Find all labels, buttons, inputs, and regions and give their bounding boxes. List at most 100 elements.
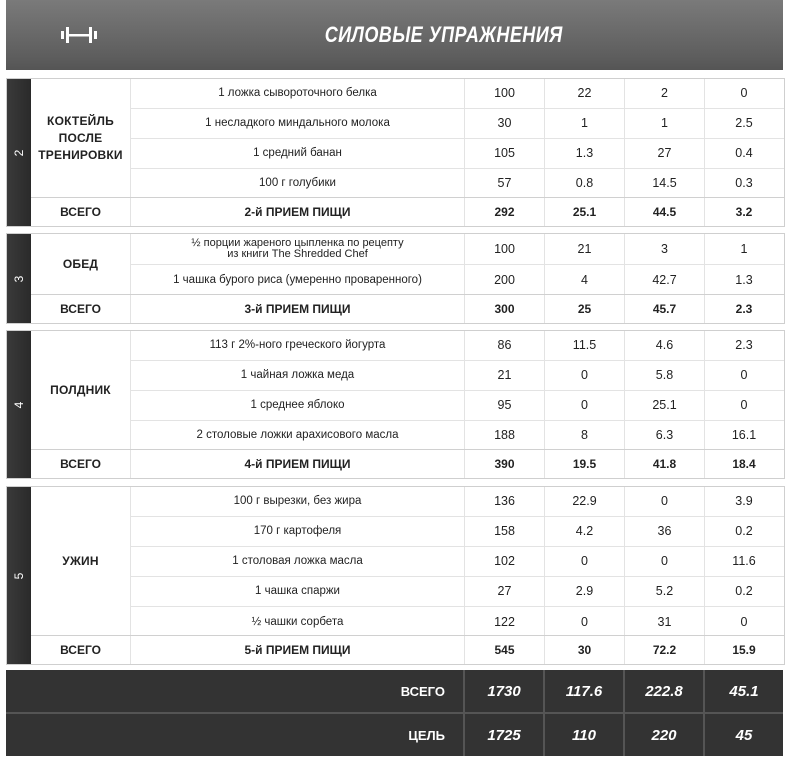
summary-value: 117.6: [543, 670, 623, 712]
value-cell: 188: [464, 421, 544, 450]
summary-value: 45: [703, 714, 783, 756]
meal-number-band: 4: [7, 331, 31, 478]
summary-goal-label: ЦЕЛЬ: [408, 727, 445, 743]
value-cell: 5.2: [624, 577, 704, 606]
value-cell: 22.9: [544, 487, 624, 516]
value-cell: 2.3: [704, 331, 783, 360]
value-cell: 57: [464, 169, 544, 198]
meal-number-band: 3: [7, 234, 31, 323]
value-cell: 21: [464, 361, 544, 390]
value-cell: 3.9: [704, 487, 783, 516]
dumbbell-icon: [61, 27, 97, 43]
table-row: 1 несладкого миндального молока 30 1 1 2…: [130, 109, 784, 139]
table-row: 1 чашка спаржи 27 2.9 5.2 0.2: [130, 577, 784, 607]
value-cell: 0: [544, 547, 624, 576]
value-cell: 0.2: [704, 577, 783, 606]
value-cell: 0: [624, 547, 704, 576]
value-cell: 16.1: [704, 421, 783, 450]
value-cell: 0.2: [704, 517, 783, 546]
value-cell: 86: [464, 331, 544, 360]
summary-value: 1725: [463, 714, 543, 756]
meal-items: 100 г вырезки, без жира 136 22.9 0 3.9 1…: [130, 487, 784, 637]
summary-total-row: ВСЕГО 1730 117.6 222.8 45.1: [6, 670, 783, 714]
summary-value: 222.8: [623, 670, 703, 712]
total-value: 390: [464, 450, 544, 478]
summary-goal-row: ЦЕЛЬ 1725 110 220 45: [6, 714, 783, 756]
table-row: 1 среднее яблоко 95 0 25.1 0: [130, 391, 784, 421]
value-cell: 0: [544, 607, 624, 637]
total-value: 41.8: [624, 450, 704, 478]
summary-value: 45.1: [703, 670, 783, 712]
food-cell: 1 средний банан: [130, 139, 464, 168]
food-cell: ½ порции жареного цыпленка по рецепту из…: [130, 234, 464, 264]
meal-block-5: 5 УЖИН 100 г вырезки, без жира 136 22.9 …: [6, 486, 785, 665]
meal-label: 4-й ПРИЕМ ПИЩИ: [130, 450, 464, 478]
value-cell: 0.4: [704, 139, 783, 168]
total-value: 300: [464, 295, 544, 323]
value-cell: 2.5: [704, 109, 783, 138]
total-value: 45.7: [624, 295, 704, 323]
meal-label: 5-й ПРИЕМ ПИЩИ: [130, 636, 464, 664]
meal-number: 3: [12, 275, 26, 282]
value-cell: 1.3: [544, 139, 624, 168]
food-cell: 170 г картофеля: [130, 517, 464, 546]
meal-items: ½ порции жареного цыпленка по рецепту из…: [130, 234, 784, 295]
value-cell: 21: [544, 234, 624, 264]
value-cell: 0.8: [544, 169, 624, 198]
value-cell: 0: [704, 361, 783, 390]
table-row: 170 г картофеля 158 4.2 36 0.2: [130, 517, 784, 547]
value-cell: 100: [464, 79, 544, 108]
meal-block-2: 2 КОКТЕЙЛЬ ПОСЛЕ ТРЕНИРОВКИ 1 ложка сыво…: [6, 78, 785, 227]
total-label: ВСЕГО: [60, 302, 101, 316]
total-value: 18.4: [704, 450, 783, 478]
table-row: 100 г вырезки, без жира 136 22.9 0 3.9: [130, 487, 784, 517]
table-row: 1 чайная ложка меда 21 0 5.8 0: [130, 361, 784, 391]
meal-number: 2: [12, 149, 26, 156]
value-cell: 1.3: [704, 265, 783, 295]
meal-number: 5: [12, 572, 26, 579]
table-row: 100 г голубики 57 0.8 14.5 0.3: [130, 169, 784, 198]
table-row: 113 г 2%-ного греческого йогурта 86 11.5…: [130, 331, 784, 361]
value-cell: 102: [464, 547, 544, 576]
total-value: 72.2: [624, 636, 704, 664]
meal-block-4: 4 ПОЛДНИК 113 г 2%-ного греческого йогур…: [6, 330, 785, 479]
value-cell: 0: [624, 487, 704, 516]
meal-label: 2-й ПРИЕМ ПИЩИ: [130, 198, 464, 226]
value-cell: 1: [704, 234, 783, 264]
meal-number-band: 5: [7, 487, 31, 664]
food-cell: ½ чашки сорбета: [130, 607, 464, 637]
food-cell: 2 столовые ложки арахисового масла: [130, 421, 464, 450]
food-cell: 1 чайная ложка меда: [130, 361, 464, 390]
value-cell: 22: [544, 79, 624, 108]
value-cell: 30: [464, 109, 544, 138]
food-cell: 1 чашка бурого риса (умеренно проваренно…: [130, 265, 464, 295]
table-row: 1 столовая ложка масла 102 0 0 11.6: [130, 547, 784, 577]
page-title: СИЛОВЫЕ УПРАЖНЕНИЯ: [324, 22, 563, 47]
total-value: 3.2: [704, 198, 783, 226]
value-cell: 0: [544, 361, 624, 390]
meal-number-band: 2: [7, 79, 31, 226]
page-header: СИЛОВЫЕ УПРАЖНЕНИЯ: [6, 0, 783, 70]
value-cell: 27: [464, 577, 544, 606]
summary-total-label: ВСЕГО: [400, 683, 445, 699]
total-label: ВСЕГО: [60, 457, 101, 471]
total-value: 19.5: [544, 450, 624, 478]
total-value: 44.5: [624, 198, 704, 226]
value-cell: 1: [624, 109, 704, 138]
value-cell: 3: [624, 234, 704, 264]
meal-block-3: 3 ОБЕД ½ порции жареного цыпленка по рец…: [6, 233, 785, 324]
value-cell: 105: [464, 139, 544, 168]
food-cell: 100 г голубики: [130, 169, 464, 198]
meal-total-row: ВСЕГО 2-й ПРИЕМ ПИЩИ 292 25.1 44.5 3.2: [31, 197, 784, 226]
value-cell: 0.3: [704, 169, 783, 198]
meal-label: 3-й ПРИЕМ ПИЩИ: [130, 295, 464, 323]
value-cell: 136: [464, 487, 544, 516]
value-cell: 95: [464, 391, 544, 420]
table-row: 1 средний банан 105 1.3 27 0.4: [130, 139, 784, 169]
value-cell: 200: [464, 265, 544, 295]
value-cell: 11.6: [704, 547, 783, 576]
table-row: ½ чашки сорбета 122 0 31 0: [130, 607, 784, 637]
total-value: 292: [464, 198, 544, 226]
summary-value: 1730: [463, 670, 543, 712]
meal-total-row: ВСЕГО 5-й ПРИЕМ ПИЩИ 545 30 72.2 15.9: [31, 635, 784, 664]
